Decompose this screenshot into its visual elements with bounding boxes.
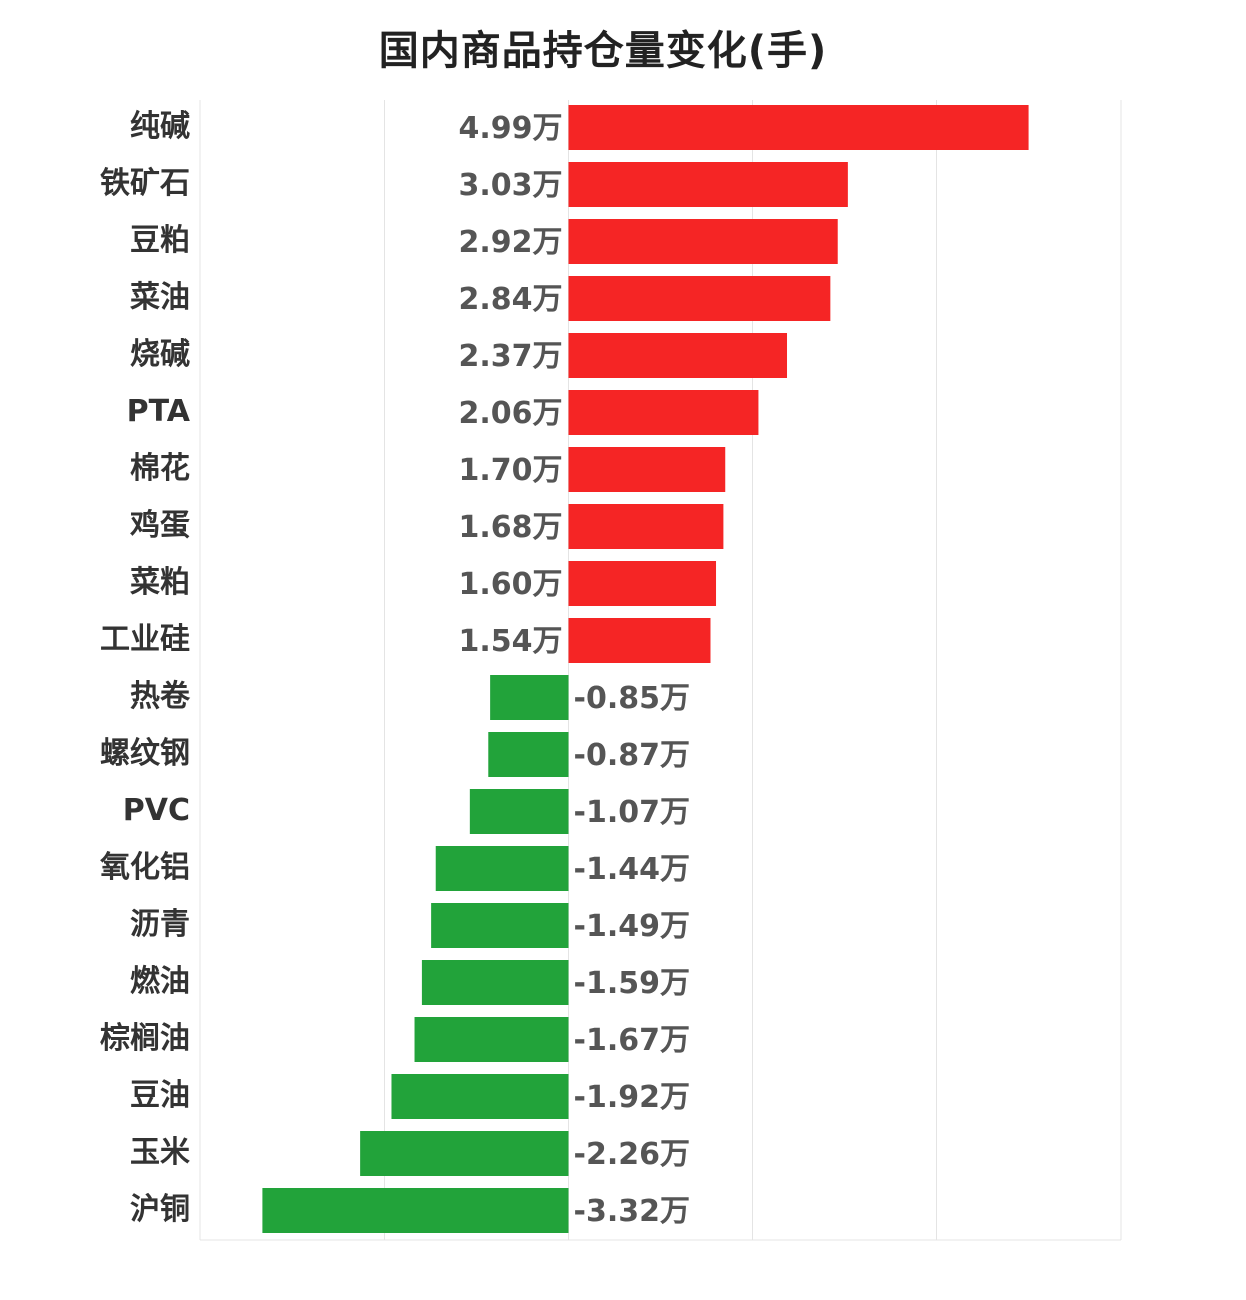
value-label: 1.60万 (458, 567, 562, 602)
value-label: -1.49万 (574, 909, 690, 944)
category-label: 棉花 (130, 451, 190, 486)
category-label: 豆油 (130, 1078, 190, 1113)
bar-14 (431, 903, 569, 948)
value-label: -0.85万 (574, 681, 690, 716)
value-label: 4.99万 (458, 111, 562, 146)
bar-2 (568, 219, 838, 264)
bar-9 (568, 618, 711, 663)
category-label: 烧碱 (130, 337, 190, 372)
bar-3 (568, 276, 831, 321)
category-label: 棕榈油 (100, 1021, 190, 1056)
bar-16 (414, 1017, 569, 1062)
bar-13 (435, 846, 569, 891)
value-label: 2.92万 (458, 225, 562, 260)
category-label: 氧化铝 (100, 850, 190, 885)
category-label: 玉米 (130, 1135, 190, 1170)
category-label: 豆粕 (130, 223, 190, 258)
category-label: PTA (127, 394, 191, 429)
value-label: -1.59万 (574, 966, 690, 1001)
category-label: 菜粕 (130, 565, 190, 600)
bar-15 (421, 960, 569, 1005)
category-label: PVC (123, 793, 190, 828)
category-label: 沪铜 (130, 1192, 190, 1227)
bar-1 (568, 162, 848, 207)
category-label: 热卷 (130, 679, 191, 714)
category-label: 菜油 (130, 280, 190, 315)
bar-0 (568, 105, 1029, 150)
bar-17 (391, 1074, 569, 1119)
bar-18 (360, 1131, 569, 1176)
category-label: 鸡蛋 (130, 508, 190, 543)
value-label: -2.26万 (574, 1137, 690, 1172)
value-label: 2.84万 (458, 282, 562, 317)
category-label: 燃油 (130, 964, 190, 999)
bar-5 (568, 390, 759, 435)
value-label: 1.68万 (458, 510, 562, 545)
value-label: 3.03万 (458, 168, 562, 203)
bar-19 (262, 1188, 569, 1233)
value-label: 1.70万 (458, 453, 562, 488)
category-label: 工业硅 (100, 622, 190, 657)
bars (262, 105, 1029, 1233)
value-label: -3.32万 (574, 1194, 690, 1229)
bar-4 (568, 333, 788, 378)
grid-lines (199, 100, 1122, 1241)
category-label: 沥青 (130, 907, 190, 942)
bar-11 (488, 732, 569, 777)
bar-7 (568, 504, 724, 549)
value-label: 2.06万 (458, 396, 562, 431)
value-label: 1.54万 (458, 624, 562, 659)
bar-12 (469, 789, 569, 834)
value-label: -1.92万 (574, 1080, 690, 1115)
bar-6 (568, 447, 726, 492)
category-label: 纯碱 (130, 109, 190, 144)
bar-10 (490, 675, 569, 720)
category-label: 铁矿石 (100, 166, 190, 201)
bar-8 (568, 561, 717, 606)
value-label: -1.67万 (574, 1023, 690, 1058)
value-label: -1.44万 (574, 852, 690, 887)
category-label: 螺纹钢 (100, 736, 190, 771)
value-label: 2.37万 (458, 339, 562, 374)
value-label: -0.87万 (574, 738, 690, 773)
chart-title: 国内商品持仓量变化(手) (378, 28, 828, 74)
value-label: -1.07万 (574, 795, 690, 830)
